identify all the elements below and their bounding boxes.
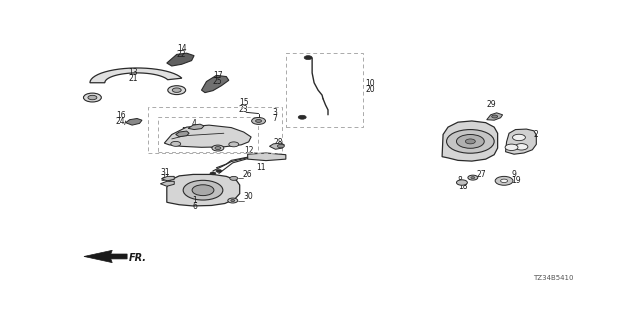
Circle shape xyxy=(231,200,235,202)
Circle shape xyxy=(277,144,284,148)
Text: 10: 10 xyxy=(365,79,375,88)
Circle shape xyxy=(513,134,525,141)
Text: 31: 31 xyxy=(161,168,170,177)
Polygon shape xyxy=(486,113,502,120)
Text: FR.: FR. xyxy=(129,253,147,263)
Text: 4: 4 xyxy=(191,119,196,128)
Circle shape xyxy=(500,179,508,182)
Circle shape xyxy=(172,88,181,92)
Text: 20: 20 xyxy=(365,85,375,94)
Circle shape xyxy=(210,172,216,175)
Text: 6: 6 xyxy=(193,202,198,212)
Circle shape xyxy=(228,198,237,203)
Text: 9: 9 xyxy=(511,170,516,179)
Text: 8: 8 xyxy=(458,176,463,185)
Circle shape xyxy=(192,185,214,196)
Text: 16: 16 xyxy=(116,111,125,120)
Circle shape xyxy=(447,130,494,153)
Polygon shape xyxy=(167,53,194,66)
Polygon shape xyxy=(248,153,286,161)
Text: 25: 25 xyxy=(213,77,223,86)
Circle shape xyxy=(468,175,478,180)
Circle shape xyxy=(505,144,518,150)
Text: 11: 11 xyxy=(256,163,266,172)
Text: 24: 24 xyxy=(116,117,125,126)
Polygon shape xyxy=(269,143,284,149)
Text: 14: 14 xyxy=(177,44,186,53)
Text: 3: 3 xyxy=(273,108,277,117)
Circle shape xyxy=(456,134,484,148)
Text: 30: 30 xyxy=(244,192,253,201)
Circle shape xyxy=(465,139,476,144)
Circle shape xyxy=(252,117,266,124)
Circle shape xyxy=(298,115,306,119)
Text: 1: 1 xyxy=(193,196,197,205)
Polygon shape xyxy=(167,174,240,206)
Text: TZ34B5410: TZ34B5410 xyxy=(533,275,573,281)
Text: 19: 19 xyxy=(511,176,521,185)
Text: 32: 32 xyxy=(209,141,219,150)
Circle shape xyxy=(171,141,180,146)
Circle shape xyxy=(168,86,186,95)
Circle shape xyxy=(212,145,224,151)
Text: 7: 7 xyxy=(273,115,277,124)
Polygon shape xyxy=(161,176,174,181)
Circle shape xyxy=(495,176,513,185)
Polygon shape xyxy=(442,121,498,161)
Circle shape xyxy=(255,119,262,123)
Text: 28: 28 xyxy=(273,138,283,147)
Bar xyxy=(158,117,257,152)
Bar xyxy=(286,53,363,127)
Polygon shape xyxy=(164,125,251,147)
Bar xyxy=(148,108,282,153)
Text: 13: 13 xyxy=(129,68,138,76)
Polygon shape xyxy=(161,181,174,186)
Text: 5: 5 xyxy=(182,127,186,136)
Circle shape xyxy=(304,56,312,60)
Circle shape xyxy=(492,115,498,118)
Circle shape xyxy=(183,180,223,200)
Text: 17: 17 xyxy=(213,71,223,80)
Text: 22: 22 xyxy=(177,50,186,59)
Text: 23: 23 xyxy=(239,105,248,114)
Text: 29: 29 xyxy=(486,100,497,108)
Circle shape xyxy=(83,93,101,102)
Polygon shape xyxy=(84,250,127,263)
Circle shape xyxy=(88,95,97,100)
Circle shape xyxy=(216,170,222,172)
Text: 12: 12 xyxy=(244,146,254,155)
Polygon shape xyxy=(176,131,189,137)
Text: 21: 21 xyxy=(129,74,138,83)
Circle shape xyxy=(215,147,221,149)
Circle shape xyxy=(456,180,467,185)
Text: 27: 27 xyxy=(477,170,486,179)
Circle shape xyxy=(471,177,475,179)
Circle shape xyxy=(515,144,528,150)
Text: 15: 15 xyxy=(239,98,248,108)
Text: 18: 18 xyxy=(458,182,467,191)
Polygon shape xyxy=(506,129,536,154)
Text: 2: 2 xyxy=(534,131,539,140)
Text: 31: 31 xyxy=(161,174,170,183)
Circle shape xyxy=(228,142,239,147)
Polygon shape xyxy=(202,75,229,92)
Polygon shape xyxy=(90,68,182,83)
Circle shape xyxy=(230,176,237,180)
Text: 26: 26 xyxy=(243,170,252,179)
Polygon shape xyxy=(125,118,142,125)
Polygon shape xyxy=(188,124,204,130)
